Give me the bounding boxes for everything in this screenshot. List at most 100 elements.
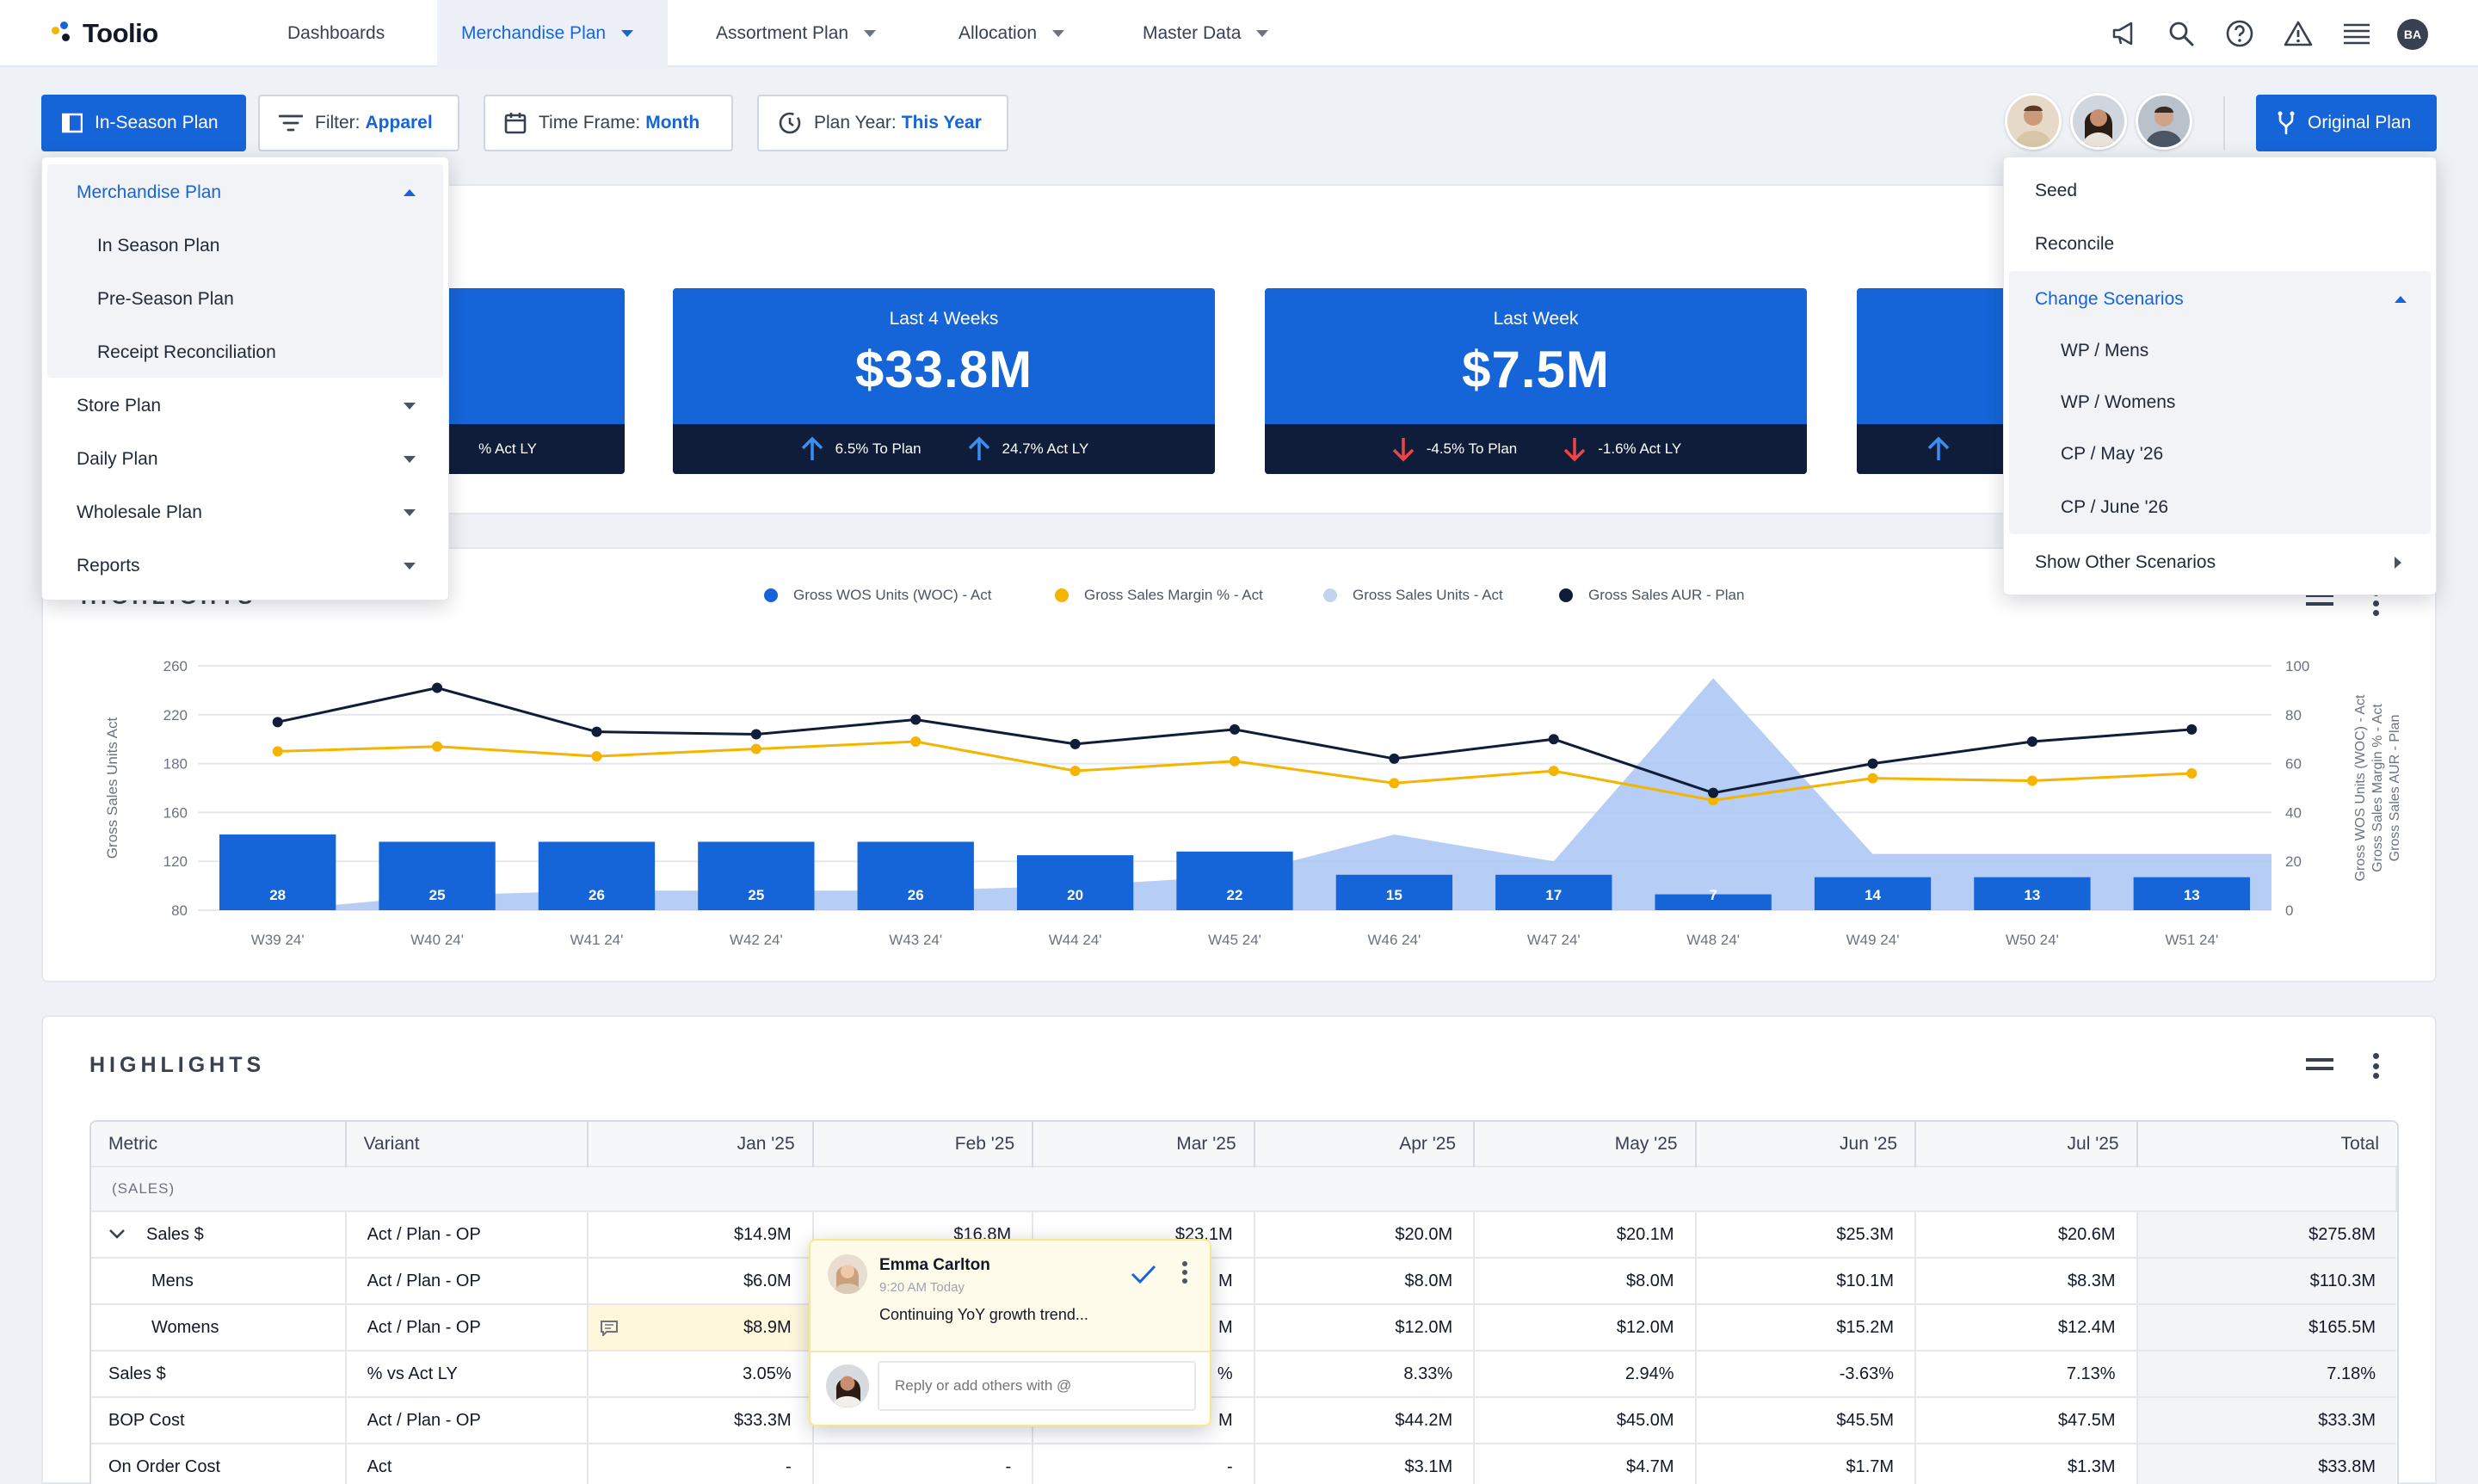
table-row[interactable]: Sales $ % vs Act LY 3.05% % 8.33% 2.94% … <box>91 1350 2396 1397</box>
menu-item-change-scenarios[interactable]: Change Scenarios <box>2004 273 2436 326</box>
nav-master-data[interactable]: Master Data <box>1119 0 1292 67</box>
help-icon[interactable] <box>2225 19 2254 48</box>
table-row[interactable]: Sales $ Act / Plan - OP $14.9M $16.8M $2… <box>91 1210 2396 1258</box>
value-cell[interactable]: $8.0M <box>1474 1257 1697 1304</box>
chevron-down-icon[interactable] <box>108 1228 126 1240</box>
value-cell[interactable]: $8.0M <box>1254 1257 1476 1304</box>
menu-item-wholesale-plan[interactable]: Wholesale Plan <box>42 486 448 539</box>
value-cell[interactable]: $15.2M <box>1695 1303 1917 1351</box>
more-options-icon[interactable] <box>2371 1053 2380 1079</box>
value-cell[interactable]: 8.33% <box>1254 1350 1476 1397</box>
table-row[interactable]: Womens Act / Plan - OP $8.9M M $12.0M $1… <box>91 1303 2396 1351</box>
menu-item-store-plan[interactable]: Store Plan <box>42 379 448 433</box>
menu-item-scenario[interactable]: CP / June '26 <box>2004 481 2436 534</box>
table-row[interactable]: BOP Cost Act / Plan - OP $33.3M M $44.2M… <box>91 1396 2396 1444</box>
warning-icon[interactable] <box>2284 19 2313 48</box>
value-cell[interactable]: $12.4M <box>1915 1303 2138 1351</box>
bar-label: 17 <box>1545 887 1562 903</box>
time-frame-button[interactable]: Time Frame: Month <box>484 95 733 151</box>
value-cell[interactable]: $8.3M <box>1915 1257 2138 1304</box>
value-cell[interactable]: - <box>1032 1443 1255 1484</box>
value-cell[interactable]: $4.7M <box>1474 1443 1697 1484</box>
collaborator-avatar[interactable] <box>2005 93 2062 150</box>
menu-item-in-season-plan[interactable]: In Season Plan <box>42 219 448 273</box>
comment-icon[interactable] <box>601 1321 619 1336</box>
resolve-check-icon[interactable] <box>1131 1265 1156 1284</box>
col-header-metric[interactable]: Metric <box>91 1122 347 1167</box>
menu-item-scenario[interactable]: WP / Mens <box>2004 324 2436 378</box>
value-cell[interactable]: $14.9M <box>588 1210 814 1258</box>
col-header-month[interactable]: Apr '25 <box>1254 1122 1476 1167</box>
value-cell[interactable]: - <box>588 1443 814 1484</box>
value-cell[interactable]: $47.5M <box>1915 1396 2138 1444</box>
nav-dashboards[interactable]: Dashboards <box>263 0 409 67</box>
col-header-month[interactable]: Feb '25 <box>812 1122 1034 1167</box>
search-icon[interactable] <box>2167 19 2196 48</box>
col-header-total[interactable]: Total <box>2136 1122 2396 1167</box>
value-cell[interactable]: 7.13% <box>1915 1350 2138 1397</box>
legend-item[interactable]: Gross Sales AUR - Plan <box>1559 585 1744 606</box>
nav-assortment-plan[interactable]: Assortment Plan <box>692 0 900 67</box>
plan-year-button[interactable]: Plan Year: This Year <box>757 95 1008 151</box>
collaborator-avatar[interactable] <box>2136 93 2192 150</box>
menu-item-reports[interactable]: Reports <box>42 539 448 593</box>
in-season-plan-button[interactable]: In-Season Plan <box>41 95 246 151</box>
metric-cell[interactable]: Sales $ <box>91 1210 347 1258</box>
menu-item-scenario[interactable]: WP / Womens <box>2004 376 2436 429</box>
menu-item-reconcile[interactable]: Reconcile <box>2004 218 2436 271</box>
legend-item[interactable]: Gross Sales Margin % - Act <box>1055 585 1263 606</box>
value-cell[interactable]: $10.1M <box>1695 1257 1917 1304</box>
kpi-card-last-4-weeks[interactable]: Last 4 Weeks $33.8M 6.5% To Plan 24.7% A… <box>673 288 1215 474</box>
kpi-card-last-week[interactable]: Last Week $7.5M -4.5% To Plan -1.6% Act … <box>1265 288 1807 474</box>
comment-more-icon[interactable] <box>1180 1261 1189 1284</box>
legend-item[interactable]: Gross Sales Units - Act <box>1323 585 1503 606</box>
value-cell[interactable]: $33.3M <box>588 1396 814 1444</box>
value-cell[interactable]: $25.3M <box>1695 1210 1917 1258</box>
density-toggle-icon[interactable] <box>2306 1058 2333 1070</box>
value-cell[interactable]: $3.1M <box>1254 1443 1476 1484</box>
menu-item-daily-plan[interactable]: Daily Plan <box>42 433 448 486</box>
legend-item[interactable]: Gross WOS Units (WOC) - Act <box>764 585 991 606</box>
value-cell[interactable]: $20.6M <box>1915 1210 2138 1258</box>
col-header-month[interactable]: Mar '25 <box>1032 1122 1255 1167</box>
value-cell[interactable]: $1.7M <box>1695 1443 1917 1484</box>
col-header-month[interactable]: Jul '25 <box>1915 1122 2138 1167</box>
col-header-month[interactable]: May '25 <box>1474 1122 1697 1167</box>
user-avatar[interactable]: BA <box>2397 19 2428 50</box>
menu-item-scenario[interactable]: CP / May '26 <box>2004 428 2436 481</box>
value-cell[interactable]: $12.0M <box>1474 1303 1697 1351</box>
table-row[interactable]: On Order Cost Act - - - $3.1M $4.7M $1.7… <box>91 1443 2396 1484</box>
menu-item-merchandise-plan[interactable]: Merchandise Plan <box>42 166 448 219</box>
value-cell-commented[interactable]: $8.9M <box>588 1303 814 1351</box>
value-cell[interactable]: 2.94% <box>1474 1350 1697 1397</box>
col-header-month[interactable]: Jan '25 <box>588 1122 814 1167</box>
value-cell[interactable]: $20.1M <box>1474 1210 1697 1258</box>
value-cell[interactable]: $45.5M <box>1695 1396 1917 1444</box>
nav-merchandise-plan[interactable]: Merchandise Plan <box>437 0 668 67</box>
value-cell[interactable]: $44.2M <box>1254 1396 1476 1444</box>
menu-item-seed[interactable]: Seed <box>2004 164 2436 218</box>
value-cell[interactable]: - <box>812 1443 1034 1484</box>
original-plan-button[interactable]: Original Plan <box>2256 95 2437 151</box>
megaphone-icon[interactable] <box>2110 19 2139 48</box>
value-cell[interactable]: $1.3M <box>1915 1443 2138 1484</box>
toolio-logo[interactable]: Toolio <box>52 18 158 48</box>
value-cell[interactable]: $20.0M <box>1254 1210 1476 1258</box>
menu-item-receipt-reconciliation[interactable]: Receipt Reconciliation <box>42 326 448 379</box>
value-cell[interactable]: 3.05% <box>588 1350 814 1397</box>
value-cell[interactable]: -3.63% <box>1695 1350 1917 1397</box>
filter-button[interactable]: Filter: Apparel <box>258 95 459 151</box>
collaborator-avatar[interactable] <box>2070 93 2127 150</box>
menu-item-show-other-scenarios[interactable]: Show Other Scenarios <box>2004 536 2436 589</box>
col-header-variant[interactable]: Variant <box>345 1122 589 1167</box>
list-icon[interactable] <box>2342 19 2371 48</box>
table-row[interactable]: Mens Act / Plan - OP $6.0M M $8.0M $8.0M… <box>91 1257 2396 1304</box>
menu-item-pre-season-plan[interactable]: Pre-Season Plan <box>42 273 448 326</box>
reply-input[interactable] <box>878 1361 1196 1411</box>
value-cell[interactable]: $6.0M <box>588 1257 814 1304</box>
nav-allocation[interactable]: Allocation <box>934 0 1088 67</box>
value-cell[interactable]: $12.0M <box>1254 1303 1476 1351</box>
density-toggle-icon[interactable] <box>2306 594 2333 606</box>
value-cell[interactable]: $45.0M <box>1474 1396 1697 1444</box>
col-header-month[interactable]: Jun '25 <box>1695 1122 1917 1167</box>
